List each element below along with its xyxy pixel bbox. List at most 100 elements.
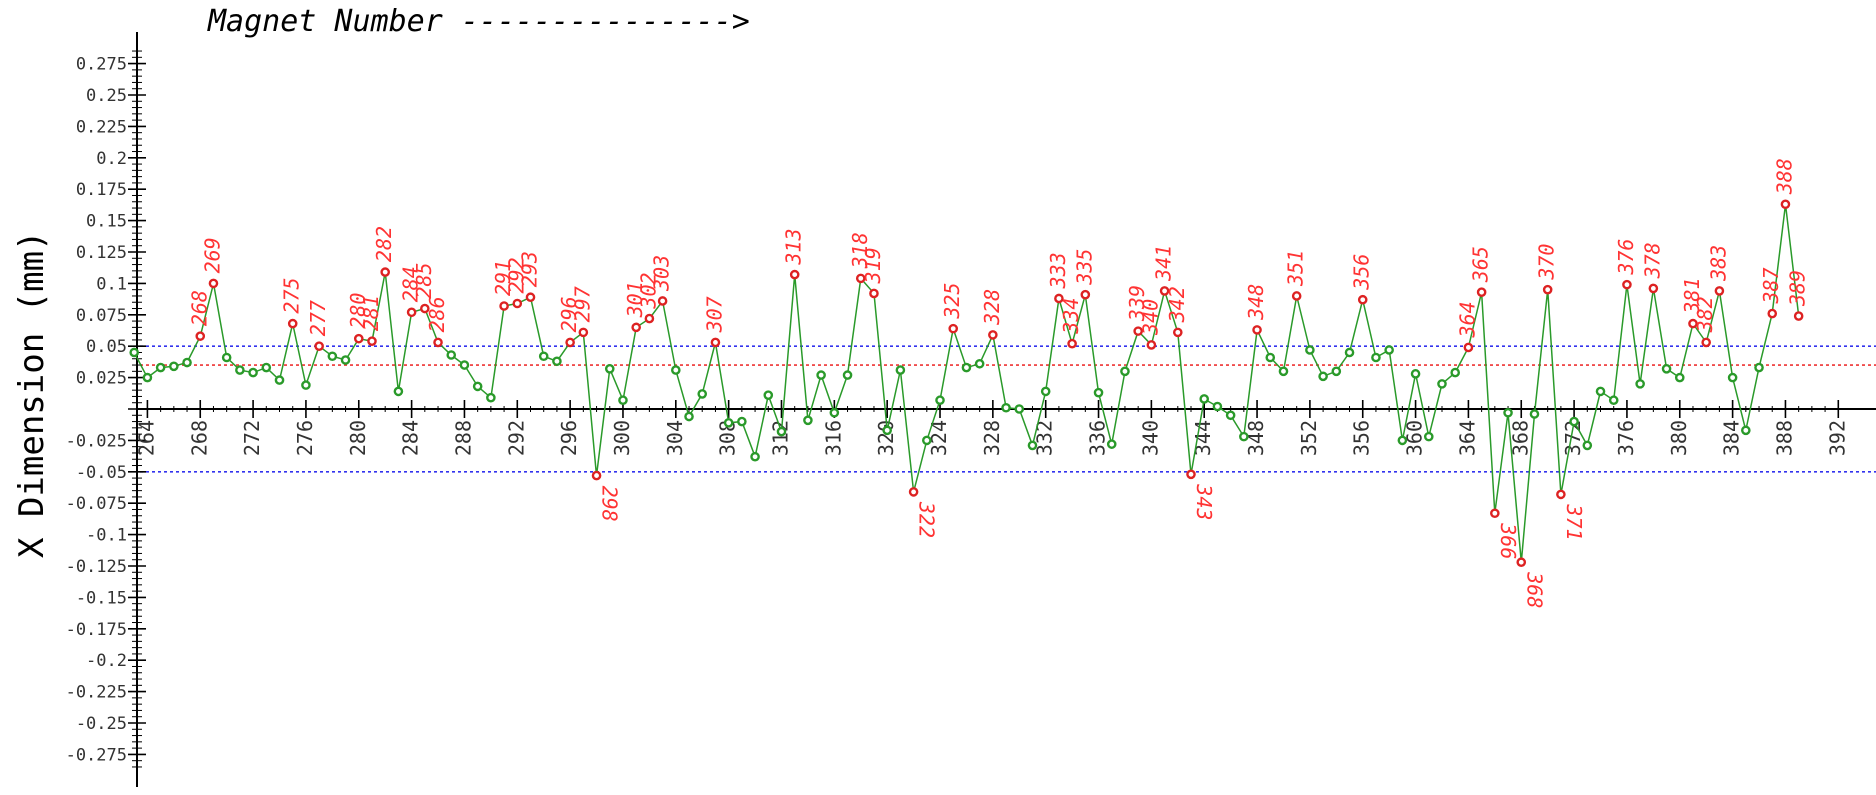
data-point-300 [618, 395, 628, 406]
data-point-320 [882, 425, 892, 436]
data-point-353 [1318, 371, 1328, 382]
data-point-343 [1186, 469, 1196, 480]
data-point-282 [380, 267, 390, 277]
y-axis: 0.275 0.25 0.225 0.2 0.175 0.15 0.125 0.1 0.075 0… [66, 32, 146, 787]
data-point-358 [1384, 345, 1394, 355]
data-point-351 [1291, 291, 1302, 301]
point-label-365: 365 [1469, 246, 1493, 283]
data-point-345 [1212, 401, 1223, 412]
y-tick-label: 0.25 [86, 86, 127, 106]
x-tick-label: 392 [1825, 420, 1849, 456]
data-point-266 [169, 361, 179, 372]
data-point-365 [1476, 287, 1487, 297]
y-tick-label: -0.2 [86, 651, 127, 671]
data-point-287 [446, 350, 457, 360]
data-point-308 [723, 418, 734, 428]
x-tick-label: 328 [980, 420, 1004, 456]
data-point-289 [472, 381, 483, 392]
data-point-306 [697, 389, 708, 399]
y-axis-label: X Dimension (mm) [12, 230, 52, 558]
x-tick-label: 300 [610, 420, 634, 456]
data-point-330 [1014, 404, 1025, 414]
data-point-264 [142, 372, 153, 383]
point-label-339: 339 [1125, 285, 1149, 322]
data-point-384 [1727, 372, 1738, 383]
data-point-368 [1516, 557, 1527, 568]
point-label-322: 322 [915, 501, 939, 538]
data-point-322 [908, 487, 919, 497]
data-point-303 [657, 296, 668, 306]
x-tick-label: 360 [1403, 420, 1427, 456]
data-point-328 [988, 330, 998, 340]
point-label-275: 275 [280, 277, 304, 313]
x-tick-label: 380 [1667, 420, 1691, 456]
series-layer [129, 199, 1804, 568]
data-point-335 [1080, 289, 1091, 300]
data-point-350 [1278, 366, 1289, 377]
point-label-292: 292 [504, 257, 528, 293]
data-point-380 [1674, 372, 1685, 383]
data-point-305 [684, 411, 694, 422]
data-point-267 [182, 357, 192, 368]
data-point-348 [1252, 325, 1262, 335]
x-tick-label: 364 [1455, 420, 1479, 456]
data-point-263 [129, 347, 139, 358]
x-tick-label: 296 [557, 420, 581, 456]
data-point-304 [671, 365, 681, 375]
data-point-317 [842, 370, 853, 380]
point-label-356: 356 [1350, 254, 1374, 291]
data-point-331 [1027, 440, 1038, 451]
x-tick-label: 292 [504, 420, 528, 456]
data-point-299 [604, 364, 615, 374]
data-point-374 [1595, 386, 1606, 397]
point-label-351: 351 [1284, 250, 1308, 287]
data-point-360 [1410, 369, 1421, 379]
point-label-368: 368 [1522, 571, 1546, 608]
data-point-318 [855, 273, 866, 284]
y-tick-label: 0.025 [76, 369, 127, 389]
data-point-379 [1661, 364, 1672, 374]
point-label-286: 286 [425, 296, 449, 332]
point-label-293: 293 [518, 251, 542, 287]
point-label-328: 328 [980, 289, 1004, 326]
data-point-288 [459, 360, 470, 370]
point-label-370: 370 [1535, 244, 1559, 281]
data-point-340 [1146, 340, 1157, 350]
y-tick-label: -0.05 [76, 463, 127, 483]
x-tick-label: 304 [663, 420, 687, 456]
data-point-327 [974, 358, 985, 369]
x-tick-label: 268 [187, 420, 211, 456]
y-tick-label: 0.225 [76, 117, 127, 137]
data-point-354 [1331, 366, 1342, 377]
x-tick-label: 332 [1033, 420, 1057, 456]
data-point-321 [895, 365, 906, 375]
data-point-370 [1542, 284, 1553, 295]
data-point-279 [340, 355, 351, 365]
data-point-309 [737, 416, 747, 427]
data-point-274 [274, 375, 285, 385]
data-point-272 [248, 367, 258, 378]
data-point-388 [1780, 199, 1791, 210]
data-point-373 [1582, 440, 1593, 451]
point-label-285: 285 [412, 262, 436, 298]
data-point-337 [1106, 439, 1117, 449]
data-point-383 [1714, 286, 1725, 296]
x-tick-label: 336 [1086, 420, 1110, 456]
y-tick-label: 0.275 [76, 55, 127, 75]
point-label-378: 378 [1640, 242, 1664, 279]
data-point-386 [1754, 362, 1764, 373]
data-point-269 [208, 278, 219, 289]
data-point-381 [1688, 318, 1698, 329]
point-label-366: 366 [1496, 522, 1520, 559]
point-label-277: 277 [306, 300, 330, 336]
point-label-387: 387 [1759, 267, 1783, 304]
data-point-362 [1437, 379, 1447, 389]
point-label-348: 348 [1244, 284, 1268, 321]
point-label-333: 333 [1046, 252, 1070, 289]
point-label-298: 298 [598, 486, 622, 522]
point-label-281: 281 [359, 295, 383, 331]
data-point-314 [803, 415, 813, 426]
x-tick-label: 368 [1508, 420, 1532, 456]
data-point-316 [829, 407, 840, 418]
